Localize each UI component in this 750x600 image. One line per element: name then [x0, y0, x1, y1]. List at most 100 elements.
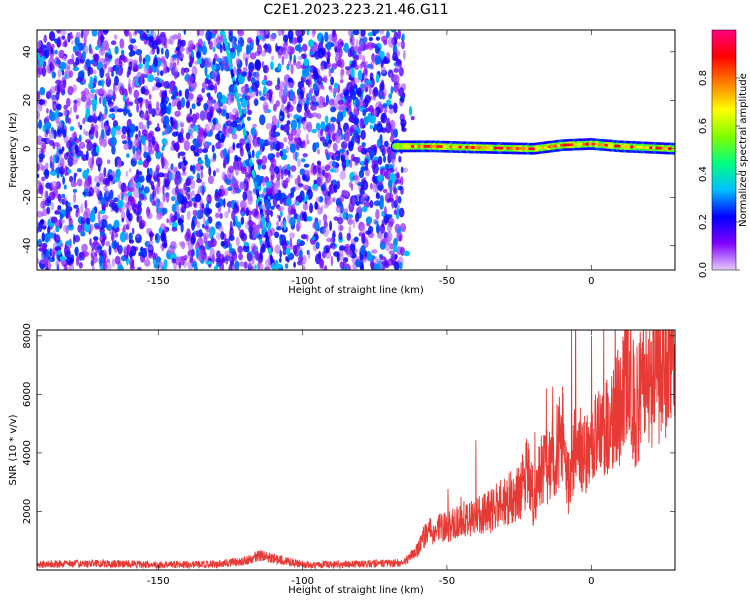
heatmap-cell [290, 119, 298, 131]
heatmap-cell [240, 232, 248, 242]
heatmap-cell [102, 139, 107, 148]
heatmap-cell [156, 46, 160, 55]
heatmap-cell [289, 237, 293, 247]
heatmap-cell [329, 152, 335, 157]
heatmap-cell [99, 67, 105, 79]
heatmap-cell [53, 232, 57, 242]
heatmap-cell [188, 92, 194, 102]
heatmap-cell [349, 46, 355, 57]
heatmap-cell [185, 132, 191, 140]
heatmap-cell [171, 258, 177, 264]
heatmap-cell [192, 164, 196, 175]
heatmap-cell [363, 116, 369, 126]
heatmap-cell [85, 59, 91, 69]
heatmap-cell [360, 129, 366, 140]
heatmap-cell [233, 65, 237, 76]
heatmap-cell [111, 231, 114, 243]
heatmap-cell [121, 193, 124, 201]
carrier-core [632, 145, 638, 149]
heatmap-cell [180, 97, 186, 108]
heatmap-cell [106, 224, 113, 232]
heatmap-cell [107, 89, 114, 98]
heatmap-cell [365, 230, 372, 235]
heatmap-cell [236, 123, 243, 132]
heatmap-cell [394, 254, 398, 260]
heatmap-cell [311, 94, 317, 103]
heatmap-cell [135, 48, 143, 56]
heatmap-cell [358, 204, 362, 215]
heatmap-cell [231, 250, 238, 262]
heatmap-cell [387, 179, 393, 188]
heatmap-cell [179, 123, 185, 128]
heatmap-cell [186, 210, 191, 221]
heatmap-cell [45, 129, 49, 135]
heatmap-cell [197, 255, 204, 261]
heatmap-cell [332, 230, 336, 236]
carrier-core [474, 146, 479, 150]
heatmap-cell [285, 197, 292, 207]
heatmap-cell [113, 34, 118, 40]
heatmap-cell [172, 131, 179, 137]
heatmap-cell [370, 258, 375, 270]
heatmap-cell [133, 89, 140, 99]
heatmap-cell [145, 60, 150, 71]
heatmap-cell [41, 66, 47, 77]
heatmap-cell [212, 57, 216, 66]
heatmap-cell [359, 118, 364, 129]
heatmap-cell [311, 128, 317, 134]
heatmap-cell [208, 105, 215, 114]
heatmap-cell [220, 240, 225, 247]
heatmap-cell [315, 196, 321, 202]
heatmap-cell [56, 249, 62, 256]
heatmap-cell [240, 166, 247, 175]
carrier-core [502, 146, 508, 150]
heatmap-cell [84, 207, 91, 218]
carrier-core [528, 147, 533, 151]
snr-x-ticks: -150 -100 -50 0 [147, 330, 594, 587]
heatmap-cell [146, 212, 153, 220]
carrier-core [639, 145, 644, 149]
heatmap-cell [96, 116, 101, 121]
carrier-core [417, 144, 422, 148]
heatmap-cell [369, 115, 377, 122]
heatmap-cell [216, 91, 223, 100]
carrier-core [461, 145, 466, 149]
heatmap-cell [283, 137, 288, 143]
heatmap-cell [151, 108, 156, 118]
heatmap-cell [376, 123, 383, 133]
heatmap-cell [309, 87, 314, 94]
heatmap-cell [107, 174, 114, 182]
heatmap-cell [129, 123, 136, 134]
heatmap-cell [123, 107, 128, 116]
heatmap-cell [275, 84, 281, 91]
heatmap-cell [140, 113, 148, 118]
spectrogram-frame [36, 29, 676, 271]
heatmap-cell [369, 200, 374, 209]
heatmap-cell [379, 223, 386, 234]
heatmap-cell [99, 136, 103, 147]
heatmap-cell [328, 183, 335, 195]
heatmap-cell [187, 249, 195, 257]
heatmap-cell [49, 155, 53, 164]
heatmap-cell [163, 80, 170, 89]
heatmap-cell [128, 61, 133, 71]
heatmap-cell [252, 123, 257, 129]
heatmap-cell [109, 108, 115, 113]
heatmap-cell [403, 250, 411, 257]
heatmap-cell [296, 238, 301, 245]
colorbar-tick-label: 0.8 [698, 70, 709, 86]
heatmap-cell [301, 261, 305, 267]
heatmap-cell [283, 87, 288, 94]
heatmap-cell [302, 139, 306, 146]
heatmap-cell [46, 107, 49, 114]
heatmap-cell [162, 131, 165, 136]
heatmap-cell [359, 225, 366, 234]
y-tick-label: -40 [22, 238, 33, 254]
heatmap-cell [53, 129, 57, 140]
heatmap-cell [184, 88, 190, 100]
heatmap-cell [95, 45, 99, 51]
heatmap-cell [110, 136, 117, 147]
heatmap-cell [56, 172, 60, 179]
heatmap-cell [131, 79, 135, 90]
heatmap-cell [85, 138, 91, 144]
